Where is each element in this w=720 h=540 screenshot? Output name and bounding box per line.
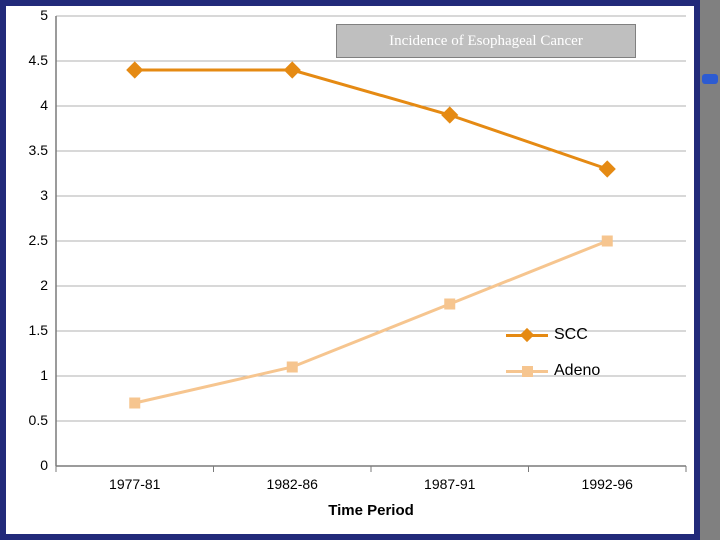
slide-border bbox=[0, 0, 700, 540]
slide-frame: 00.511.522.533.544.551977-811982-861987-… bbox=[0, 0, 700, 540]
scrollbar-thumb[interactable] bbox=[702, 74, 718, 84]
